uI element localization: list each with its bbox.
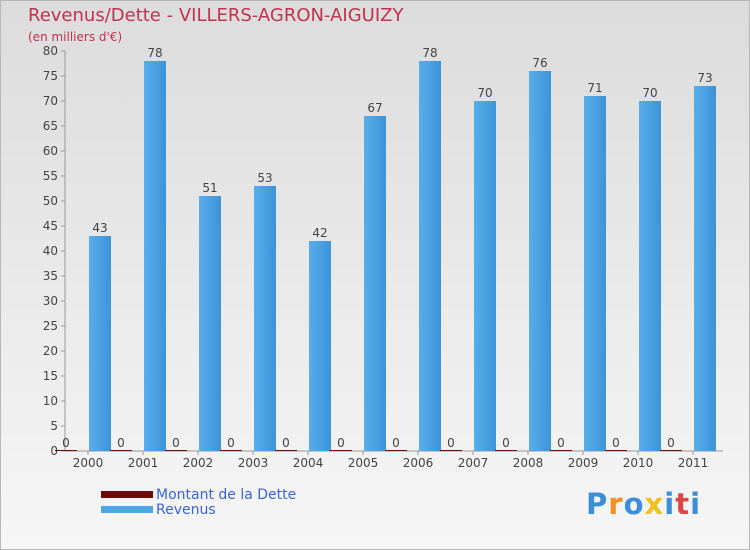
y-tick-label: 70 [43, 94, 58, 108]
proxiti-logo: Proxiti [586, 487, 701, 521]
data-label-dette: 0 [447, 436, 455, 450]
x-tick-label: 2007 [458, 456, 489, 470]
chart-legend: Montant de la Dette Revenus [101, 486, 297, 518]
data-label-revenus: 51 [202, 181, 217, 195]
bar-revenus [694, 86, 716, 451]
data-label-revenus: 78 [422, 46, 437, 60]
legend-label-dette: Montant de la Dette [156, 486, 297, 503]
bar-revenus [474, 101, 496, 451]
data-label-revenus: 71 [587, 81, 602, 95]
x-tick-label: 2011 [678, 456, 709, 470]
data-label-dette: 0 [62, 436, 70, 450]
chart-subtitle: (en milliers d'€) [28, 30, 123, 44]
x-tick-label: 2004 [293, 456, 324, 470]
bar-revenus [419, 61, 441, 451]
logo-letter: o [623, 487, 645, 521]
legend-item-dette: Montant de la Dette [101, 486, 297, 503]
data-label-dette: 0 [117, 436, 125, 450]
x-tick-label: 2008 [513, 456, 544, 470]
data-label-dette: 0 [282, 436, 290, 450]
legend-swatch-dette [101, 491, 153, 498]
data-label-dette: 0 [227, 436, 235, 450]
bar-revenus [89, 236, 111, 451]
data-label-revenus: 53 [257, 171, 272, 185]
bar-dette [385, 450, 407, 451]
bar-revenus [309, 241, 331, 451]
data-label-revenus: 67 [367, 101, 382, 115]
x-tick-label: 2000 [73, 456, 104, 470]
chart-title: Revenus/Dette - VILLERS-AGRON-AIGUIZY [28, 5, 404, 26]
y-tick-label: 65 [43, 119, 58, 133]
y-tick-label: 40 [43, 244, 58, 258]
data-label-dette: 0 [612, 436, 620, 450]
legend-item-revenus: Revenus [101, 501, 296, 518]
y-tick-label: 15 [43, 369, 58, 383]
y-tick-label: 45 [43, 219, 58, 233]
data-label-revenus: 70 [642, 86, 657, 100]
y-tick-label: 75 [43, 69, 58, 83]
y-tick-label: 5 [50, 419, 58, 433]
bar-dette [165, 450, 187, 451]
y-tick-label: 25 [43, 319, 58, 333]
x-tick-label: 2010 [623, 456, 654, 470]
bar-revenus [199, 196, 221, 451]
bar-dette [110, 450, 132, 451]
data-label-dette: 0 [337, 436, 345, 450]
bar-revenus [364, 116, 386, 451]
bar-revenus [529, 71, 551, 451]
logo-letter: x [644, 487, 665, 521]
x-tick-label: 2003 [238, 456, 269, 470]
data-label-dette: 0 [557, 436, 565, 450]
bar-dette [275, 450, 297, 451]
bar-dette [550, 450, 572, 451]
y-tick-label: 0 [50, 444, 58, 458]
bar-revenus [144, 61, 166, 451]
y-tick-label: 50 [43, 194, 58, 208]
x-tick-label: 2005 [348, 456, 379, 470]
logo-letter: r [608, 487, 624, 521]
logo-letter: P [586, 487, 609, 521]
y-tick-label: 55 [43, 169, 58, 183]
data-label-dette: 0 [392, 436, 400, 450]
x-tick-label: 2009 [568, 456, 599, 470]
y-tick-label: 80 [43, 44, 58, 58]
x-tick-label: 2002 [183, 456, 214, 470]
y-tick-label: 10 [43, 394, 58, 408]
data-label-revenus: 42 [312, 226, 327, 240]
bar-revenus [639, 101, 661, 451]
y-tick-label: 60 [43, 144, 58, 158]
data-label-revenus: 43 [92, 221, 107, 235]
y-tick-label: 30 [43, 294, 58, 308]
y-tick-label: 35 [43, 269, 58, 283]
bar-revenus [584, 96, 606, 451]
logo-letter: i [664, 487, 676, 521]
bar-dette [220, 450, 242, 451]
bar-dette [660, 450, 682, 451]
data-label-dette: 0 [172, 436, 180, 450]
x-tick-label: 2006 [403, 456, 434, 470]
legend-label-revenus: Revenus [156, 501, 216, 518]
logo-letter: t [675, 487, 691, 521]
data-label-dette: 0 [502, 436, 510, 450]
bar-revenus [254, 186, 276, 451]
data-label-revenus: 76 [532, 56, 547, 70]
logo-letter: i [690, 487, 702, 521]
data-label-dette: 0 [667, 436, 675, 450]
bar-dette [605, 450, 627, 451]
bar-dette [440, 450, 462, 451]
data-label-revenus: 78 [147, 46, 162, 60]
y-tick-label: 20 [43, 344, 58, 358]
bar-dette [55, 450, 77, 451]
data-label-revenus: 70 [477, 86, 492, 100]
x-tick-label: 2001 [128, 456, 159, 470]
legend-swatch-revenus [101, 506, 153, 513]
bar-dette [495, 450, 517, 451]
bar-dette [330, 450, 352, 451]
data-label-revenus: 73 [697, 71, 712, 85]
